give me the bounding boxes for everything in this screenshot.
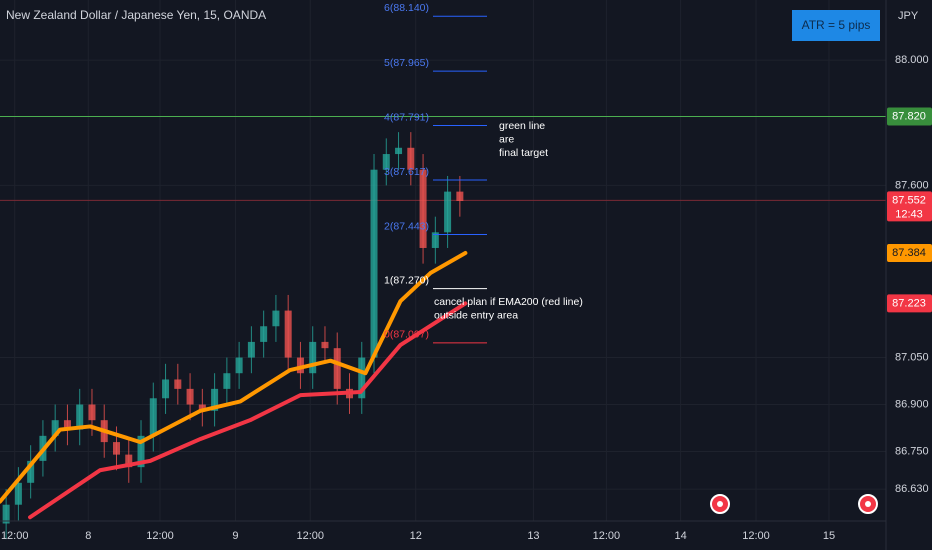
candle-body [76, 404, 84, 430]
plot: 0(87.097) 1(87.270) 2(87.443) 3(87.617) 4(87… [0, 2, 886, 540]
grid [0, 0, 886, 521]
fib-label: 1(87.270) [384, 274, 429, 286]
candle-body [223, 373, 231, 389]
candle-body [284, 310, 292, 358]
price-badge [887, 243, 932, 262]
candle-body [14, 482, 22, 505]
moving-average [0, 250, 468, 504]
price-badge-label: 87.552 [892, 194, 926, 206]
x-tick-label: 12:00 [1, 530, 29, 542]
atr-text: ATR = 5 pips [802, 18, 871, 32]
candle-body [456, 191, 464, 202]
annotation: cancel plan if EMA200 (red line) [434, 296, 583, 308]
x-tick-label: 12:00 [296, 530, 324, 542]
x-tick-label: 9 [232, 530, 238, 542]
y-tick-label: 87.050 [895, 351, 929, 363]
moving-average [28, 301, 468, 520]
candle-body [260, 326, 268, 342]
candle-body [162, 379, 170, 399]
price-badge-label: 87.223 [892, 297, 926, 309]
candle-body [407, 147, 415, 170]
candle-body [431, 232, 439, 248]
candle-body [247, 341, 255, 358]
y-tick-label: 87.600 [895, 179, 929, 191]
candle-body [198, 404, 206, 411]
candle-body [235, 357, 243, 374]
candle-body [2, 504, 10, 524]
candle-body [333, 348, 341, 389]
currency: JPY [898, 10, 919, 22]
candle-body [88, 404, 96, 421]
candle-body [149, 398, 157, 436]
price-badge [887, 191, 932, 222]
x-tick-label: 14 [674, 530, 686, 542]
candle-body [112, 442, 120, 455]
price-badge [887, 294, 932, 313]
fib-label: 6(88.140) [384, 2, 429, 14]
candle-body [272, 310, 280, 327]
event-icon-dot [865, 501, 871, 507]
x-tick-label: 8 [85, 530, 91, 542]
axis: 88.000 87.600 87.050 86.900 86.750 86.630 12:0… [1, 54, 932, 542]
candle-body [296, 357, 304, 374]
candle-body [309, 341, 317, 374]
candle-body [382, 154, 390, 170]
fib-label: 4(87.791) [384, 111, 429, 123]
candle-body [444, 191, 452, 233]
candle-body [419, 169, 427, 248]
y-tick-label: 86.630 [895, 483, 929, 495]
fib-label: 5(87.965) [384, 57, 429, 69]
candle-body [51, 420, 59, 436]
price-badge [887, 107, 932, 126]
fib-label: 2(87.443) [384, 220, 429, 232]
x-tick-label: 12:00 [593, 530, 621, 542]
annotation: green line [499, 120, 545, 132]
atr-box [792, 10, 880, 41]
annotation: final target [499, 147, 548, 159]
y-tick-label: 88.000 [895, 54, 929, 66]
x-tick-label: 12:00 [742, 530, 770, 542]
fib-label: 3(87.617) [384, 166, 429, 178]
candle-body [370, 169, 378, 358]
fib-label: 0(87.097) [384, 329, 429, 341]
event-icon-dot [717, 501, 723, 507]
candle-body [125, 454, 133, 468]
y-tick-label: 86.900 [895, 398, 929, 410]
x-tick-label: 15 [823, 530, 835, 542]
x-tick-label: 13 [527, 530, 539, 542]
annotation: outside entry area [434, 309, 518, 321]
chart-title: New Zealand Dollar / Japanese Yen, 15, O… [6, 8, 266, 22]
candle-body [395, 147, 403, 155]
candle-body [174, 379, 182, 389]
candle-body [63, 420, 71, 430]
candle-body [27, 460, 35, 483]
price-badge-label: 87.384 [892, 247, 926, 259]
price-badge-time: 12:43 [895, 208, 923, 220]
candle-body [186, 388, 194, 405]
candle-body [211, 388, 219, 411]
price-badge-label: 87.820 [892, 110, 926, 122]
y-tick-label: 86.750 [895, 445, 929, 457]
x-tick-label: 12 [410, 530, 422, 542]
x-tick-label: 12:00 [146, 530, 174, 542]
candle-body [358, 357, 366, 399]
candle-body [321, 341, 329, 349]
annotation: are [499, 133, 514, 145]
candle-body [137, 435, 145, 468]
